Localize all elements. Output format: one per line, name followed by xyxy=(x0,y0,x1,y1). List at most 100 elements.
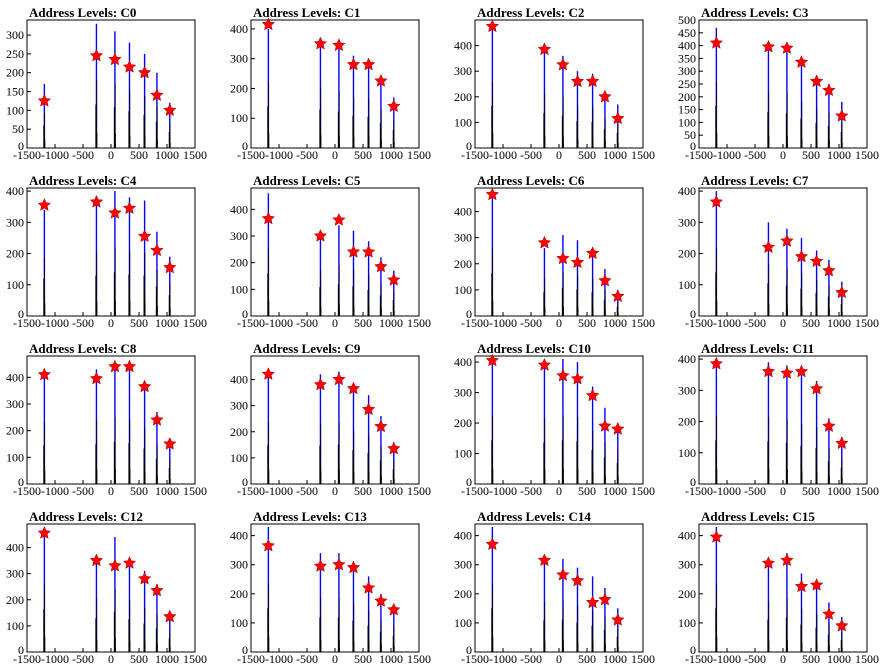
x-tick-label: 1000 xyxy=(379,484,403,498)
x-tick-label: 1000 xyxy=(155,484,179,498)
y-tick-label: 300 xyxy=(678,558,696,572)
chart-title: Address Levels: C11 xyxy=(701,341,814,356)
x-tick-label: -1000 xyxy=(41,652,69,666)
x-tick-label: -1500 xyxy=(461,652,489,666)
y-tick-label: 300 xyxy=(678,383,696,397)
x-tick-label: -1500 xyxy=(237,652,265,666)
peak-marker xyxy=(122,359,137,373)
peak-marker xyxy=(834,436,849,450)
y-tick-label: 0 xyxy=(466,475,472,489)
x-tick-label: 1500 xyxy=(855,316,879,330)
peak-marker xyxy=(261,367,276,381)
y-tick-label: 350 xyxy=(678,51,696,65)
x-tick-label: 0 xyxy=(332,484,338,498)
y-tick-label: 200 xyxy=(678,90,696,104)
y-tick-label: 300 xyxy=(230,558,248,572)
peak-marker xyxy=(598,89,612,103)
peak-marker xyxy=(374,259,388,273)
y-tick-label: 100 xyxy=(678,278,696,292)
x-tick-label: -500 xyxy=(744,484,766,498)
peak-marker xyxy=(37,525,52,539)
peak-marker xyxy=(556,567,570,581)
chart-title: Address Levels: C0 xyxy=(29,5,136,20)
peak-marker xyxy=(794,364,809,378)
x-tick-label: 0 xyxy=(108,652,114,666)
peak-marker xyxy=(485,19,500,33)
peak-marker xyxy=(374,419,388,433)
x-tick-label: -1500 xyxy=(237,148,265,162)
peak-marker xyxy=(537,235,552,249)
y-tick-label: 400 xyxy=(230,22,248,36)
x-tick-label: 1000 xyxy=(155,652,179,666)
y-tick-label: 200 xyxy=(230,425,248,439)
chart-title: Address Levels: C7 xyxy=(701,173,809,188)
y-tick-label: 300 xyxy=(454,231,472,245)
peak-marker xyxy=(794,249,809,263)
peak-marker xyxy=(570,255,585,269)
x-tick-label: 1000 xyxy=(379,316,403,330)
peak-marker xyxy=(346,57,361,71)
peak-marker xyxy=(537,42,552,56)
x-tick-label: -1500 xyxy=(13,484,41,498)
y-tick-label: 0 xyxy=(18,139,24,153)
peak-marker xyxy=(585,388,600,402)
peak-marker xyxy=(834,285,849,299)
peak-marker xyxy=(709,356,724,370)
x-tick-label: -500 xyxy=(520,484,542,498)
peak-marker xyxy=(780,41,794,54)
peak-marker xyxy=(137,229,152,243)
x-tick-label: -500 xyxy=(744,652,766,666)
x-tick-label: 500 xyxy=(578,484,596,498)
x-tick-label: 0 xyxy=(108,484,114,498)
x-tick-label: -1500 xyxy=(461,316,489,330)
peak-marker xyxy=(162,260,177,274)
y-tick-label: 100 xyxy=(6,450,24,464)
x-tick-label: -1500 xyxy=(237,316,265,330)
x-tick-label: 500 xyxy=(130,316,148,330)
y-tick-label: 0 xyxy=(18,475,24,489)
y-tick-label: 200 xyxy=(6,593,24,607)
peak-marker xyxy=(822,419,836,433)
x-tick-label: -1000 xyxy=(41,484,69,498)
peak-marker xyxy=(485,187,500,201)
x-tick-label: 1000 xyxy=(827,484,851,498)
peak-marker xyxy=(37,367,52,381)
peak-marker xyxy=(709,194,724,208)
peak-marker xyxy=(780,366,794,379)
x-tick-label: 1000 xyxy=(603,484,627,498)
peak-marker xyxy=(794,579,809,593)
x-tick-label: 500 xyxy=(802,316,820,330)
y-tick-label: 300 xyxy=(454,64,472,78)
x-tick-label: -1000 xyxy=(713,484,741,498)
peak-marker xyxy=(809,381,824,395)
chart-panel: Address Levels: C3 5010015020025030035040… xyxy=(678,5,879,162)
peak-marker xyxy=(386,272,401,286)
x-tick-label: 1500 xyxy=(183,484,207,498)
x-tick-label: 1500 xyxy=(631,316,655,330)
y-tick-label: 0 xyxy=(466,643,472,657)
x-tick-label: 1500 xyxy=(855,652,879,666)
peak-marker xyxy=(89,553,104,567)
peak-marker xyxy=(598,592,612,606)
peak-marker xyxy=(122,556,137,569)
x-tick-label: 500 xyxy=(802,652,820,666)
chart-title: Address Levels: C10 xyxy=(477,341,591,356)
y-tick-label: 400 xyxy=(6,541,24,555)
x-tick-label: 500 xyxy=(354,652,372,666)
x-tick-label: -500 xyxy=(296,652,318,666)
x-tick-label: 1000 xyxy=(379,148,403,162)
y-tick-label: 300 xyxy=(678,215,696,229)
y-tick-label: 200 xyxy=(230,256,248,270)
x-tick-label: 500 xyxy=(578,316,596,330)
x-tick-label: -1000 xyxy=(489,652,517,666)
y-tick-label: 0 xyxy=(466,139,472,153)
x-tick-label: 1000 xyxy=(603,148,627,162)
peak-marker xyxy=(313,36,328,50)
y-tick-label: 300 xyxy=(678,64,696,78)
x-tick-label: -1500 xyxy=(685,316,713,330)
x-tick-label: 1500 xyxy=(183,148,207,162)
peak-marker xyxy=(611,421,625,435)
